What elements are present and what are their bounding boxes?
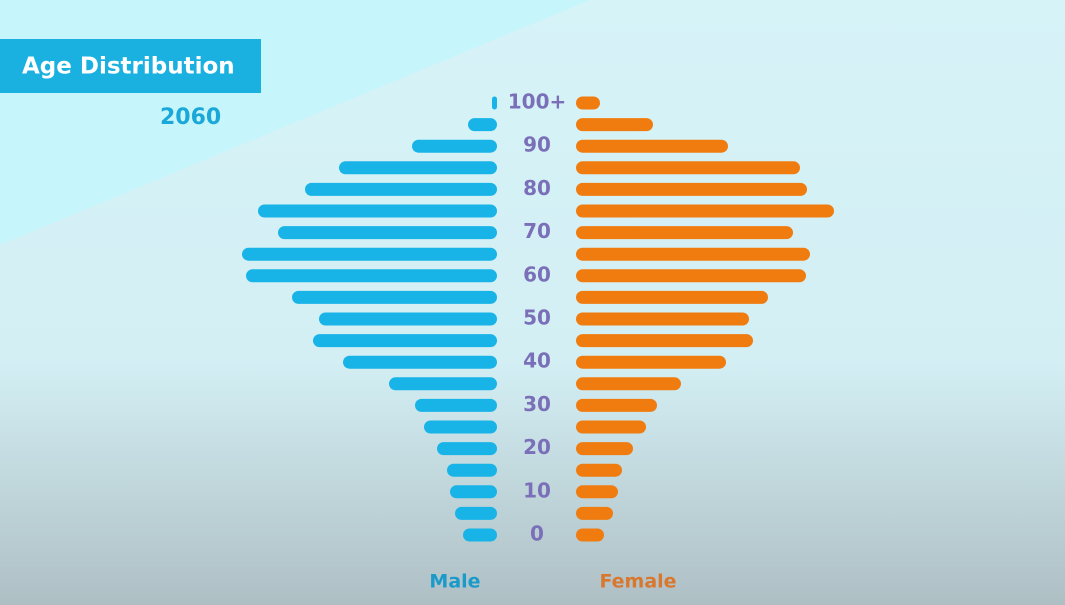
chart-title: Age Distribution (22, 54, 235, 80)
male-bar (313, 334, 497, 348)
male-bar (492, 96, 497, 110)
male-bar (292, 290, 497, 304)
female-bar (576, 506, 613, 520)
female-bar (576, 334, 753, 348)
male-bar (447, 463, 497, 477)
age-label: 50 (523, 306, 551, 330)
age-label: 20 (523, 435, 551, 459)
age-label: 40 (523, 349, 551, 373)
female-bar (576, 377, 681, 391)
legend-female: Female (599, 571, 676, 593)
age-label: 30 (523, 392, 551, 416)
age-label: 80 (523, 176, 551, 200)
female-bar (576, 139, 728, 153)
male-bar (412, 139, 497, 153)
female-bar (576, 290, 768, 304)
female-bar (576, 161, 800, 175)
female-bar (576, 226, 793, 240)
male-bar (455, 506, 497, 520)
female-bar (576, 118, 653, 132)
male-bar (246, 269, 497, 283)
male-bar (468, 118, 497, 132)
male-bar (258, 204, 497, 218)
age-label: 90 (523, 133, 551, 157)
male-bar (339, 161, 497, 175)
age-label: 60 (523, 262, 551, 286)
age-label: 10 (523, 478, 551, 502)
age-label: 100+ (508, 90, 567, 114)
male-bar (343, 355, 497, 369)
female-bar (576, 204, 834, 218)
title-box (0, 39, 261, 93)
male-bar (437, 442, 497, 456)
female-bar (576, 247, 810, 261)
age-label: 0 (530, 522, 544, 546)
female-bar (576, 312, 749, 326)
female-bar (576, 528, 604, 542)
female-bar (576, 182, 807, 196)
male-bar (319, 312, 497, 326)
male-bar (450, 485, 497, 499)
female-bar (576, 420, 646, 434)
male-bar (389, 377, 497, 391)
legend-male: Male (429, 571, 480, 593)
female-bar (576, 442, 633, 456)
female-bar (576, 96, 600, 110)
male-bar (415, 398, 497, 412)
female-bar (576, 398, 657, 412)
chart-subtitle: 2060 (160, 105, 221, 130)
male-bar (305, 182, 497, 196)
age-label: 70 (523, 219, 551, 243)
female-bar (576, 463, 622, 477)
female-bar (576, 485, 618, 499)
male-bar (463, 528, 497, 542)
male-bar (424, 420, 497, 434)
male-bar (278, 226, 497, 240)
female-bar (576, 355, 726, 369)
female-bar (576, 269, 806, 283)
male-bar (242, 247, 497, 261)
